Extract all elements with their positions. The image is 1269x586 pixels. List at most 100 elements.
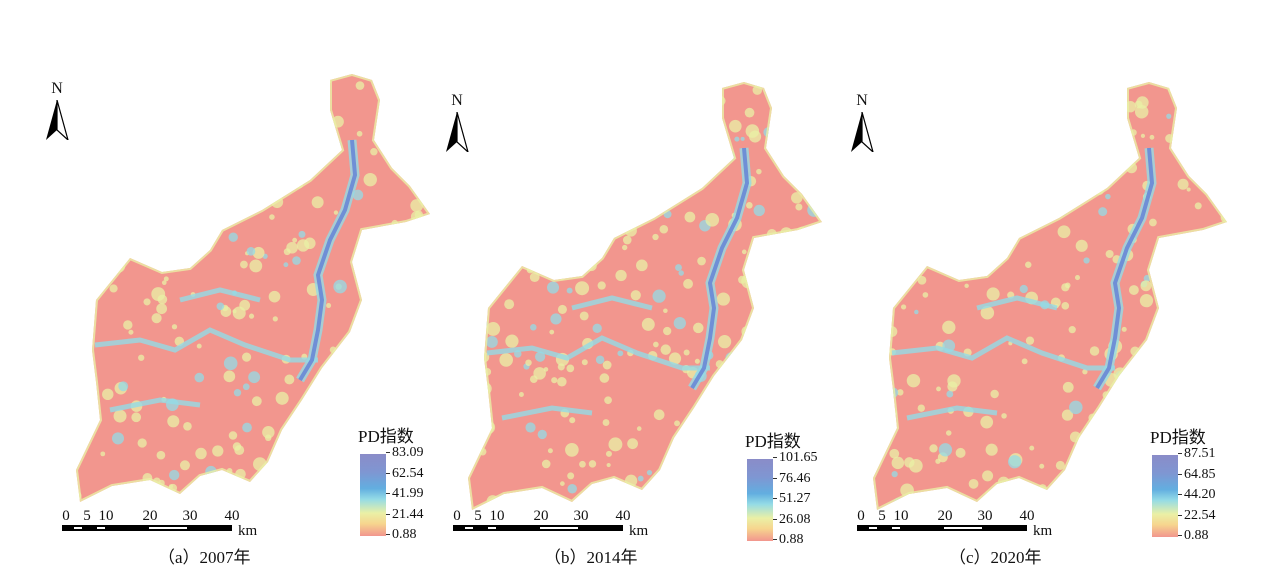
patch-density-spot [1197,170,1205,178]
patch-density-spot [211,178,219,186]
patch-density-spot [245,178,254,187]
legend-color-ramp [1152,455,1178,537]
patch-density-spot [655,82,660,86]
scale-label: 40 [224,508,240,524]
patch-density-spot [333,279,347,294]
patch-density-spot [1066,163,1076,174]
patch-density-spot [1120,494,1128,502]
patch-density-spot [1220,264,1227,276]
patch-density-spot [673,316,686,330]
patch-density-spot [302,164,316,178]
patch-density-spot [540,218,546,224]
patch-density-spot [245,115,254,125]
patch-density-spot [669,467,683,480]
patch-density-spot [581,359,588,366]
patch-density-spot [718,463,730,476]
tributary [571,295,653,311]
patch-density-spot [942,320,956,334]
patch-density-spot [312,138,322,148]
patch-density-spot [1109,389,1117,397]
patch-density-spot [525,359,532,366]
patch-density-spot [873,150,876,158]
patch-density-spot [179,161,184,166]
patch-density-spot [569,417,576,424]
patch-density-spot [1218,319,1227,328]
patch-density-spot [665,470,672,477]
patch-density-spot [109,284,118,293]
legend-tick-label: 101.65 [773,450,818,466]
patch-density-spot [975,137,989,151]
patch-density-spot [904,457,915,468]
patch-density-spot [630,82,644,91]
scale-label: 0 [62,508,70,524]
patch-density-spot [128,74,142,83]
patch-density-spot [874,333,880,339]
patch-density-spot [660,344,671,355]
patch-density-spot [1003,87,1009,93]
scale-label: 5 [878,508,886,524]
patch-density-spot [272,147,286,160]
patch-density-spot [117,74,129,87]
patch-density-spot [883,203,896,216]
patch-density-spot [1029,445,1035,451]
patch-density-spot [233,389,242,397]
patch-density-spot [899,249,907,257]
patch-density-spot [684,438,691,445]
patch-density-spot [468,410,476,424]
patch-density-spot [1082,369,1088,375]
patch-density-spot [163,276,169,282]
patch-density-spot [248,126,262,139]
patch-density-spot [227,101,233,107]
patch-density-spot [953,178,958,183]
patch-density-spot [1185,366,1199,380]
patch-density-spot [734,136,740,142]
patch-density-spot [249,259,263,273]
patch-density-spot [128,329,134,335]
patch-density-spot [1074,274,1081,281]
patch-density-spot [780,227,793,240]
patch-density-spot [468,262,475,272]
tributary [179,287,261,303]
patch-density-spot [177,234,191,248]
patch-density-spot [142,473,153,483]
patch-density-spot [965,87,973,95]
patch-density-spot [557,304,567,314]
tributary [501,405,593,421]
patch-density-spot [946,390,954,398]
patch-density-spot [1175,259,1189,273]
patch-density-spot [76,215,85,227]
patch-density-spot [468,502,471,510]
patch-density-spot [199,223,205,228]
patch-density-spot [473,209,480,217]
patch-density-spot [892,102,899,109]
patch-density-spot [711,393,724,406]
patch-density-spot [682,145,689,152]
tributary [891,335,1115,371]
patch-density-spot [569,94,580,105]
patch-density-spot [472,152,485,166]
patch-density-spot [1169,260,1175,265]
patch-density-spot [1100,439,1108,447]
patch-density-spot [517,129,529,141]
legend-title: PD指数 [358,427,414,446]
patch-density-spot [509,238,515,244]
patch-density-spot [264,191,272,199]
patch-density-spot [1181,384,1186,389]
map-panel: N PD指数 83.09 62.54 41.99 21.44 0.88 0 5 10 20 30 40 k… [0,0,430,586]
patch-density-spot [131,89,146,104]
patch-density-spot [875,240,882,246]
patch-density-spot [228,232,238,242]
patch-density-spot [555,226,562,233]
patch-density-spot [113,213,119,219]
patch-density-spot [683,349,690,356]
patch-density-spot [1129,444,1140,455]
patch-density-spot [602,183,607,188]
patch-density-spot [306,135,318,147]
legend-tick-label: 0.88 [773,532,804,548]
patch-density-spot [960,228,965,233]
patch-density-spot [1215,390,1227,402]
patch-density-spot [875,150,886,161]
patch-density-spot [914,309,919,315]
patch-density-spot [119,180,130,192]
patch-density-spot [751,358,756,364]
